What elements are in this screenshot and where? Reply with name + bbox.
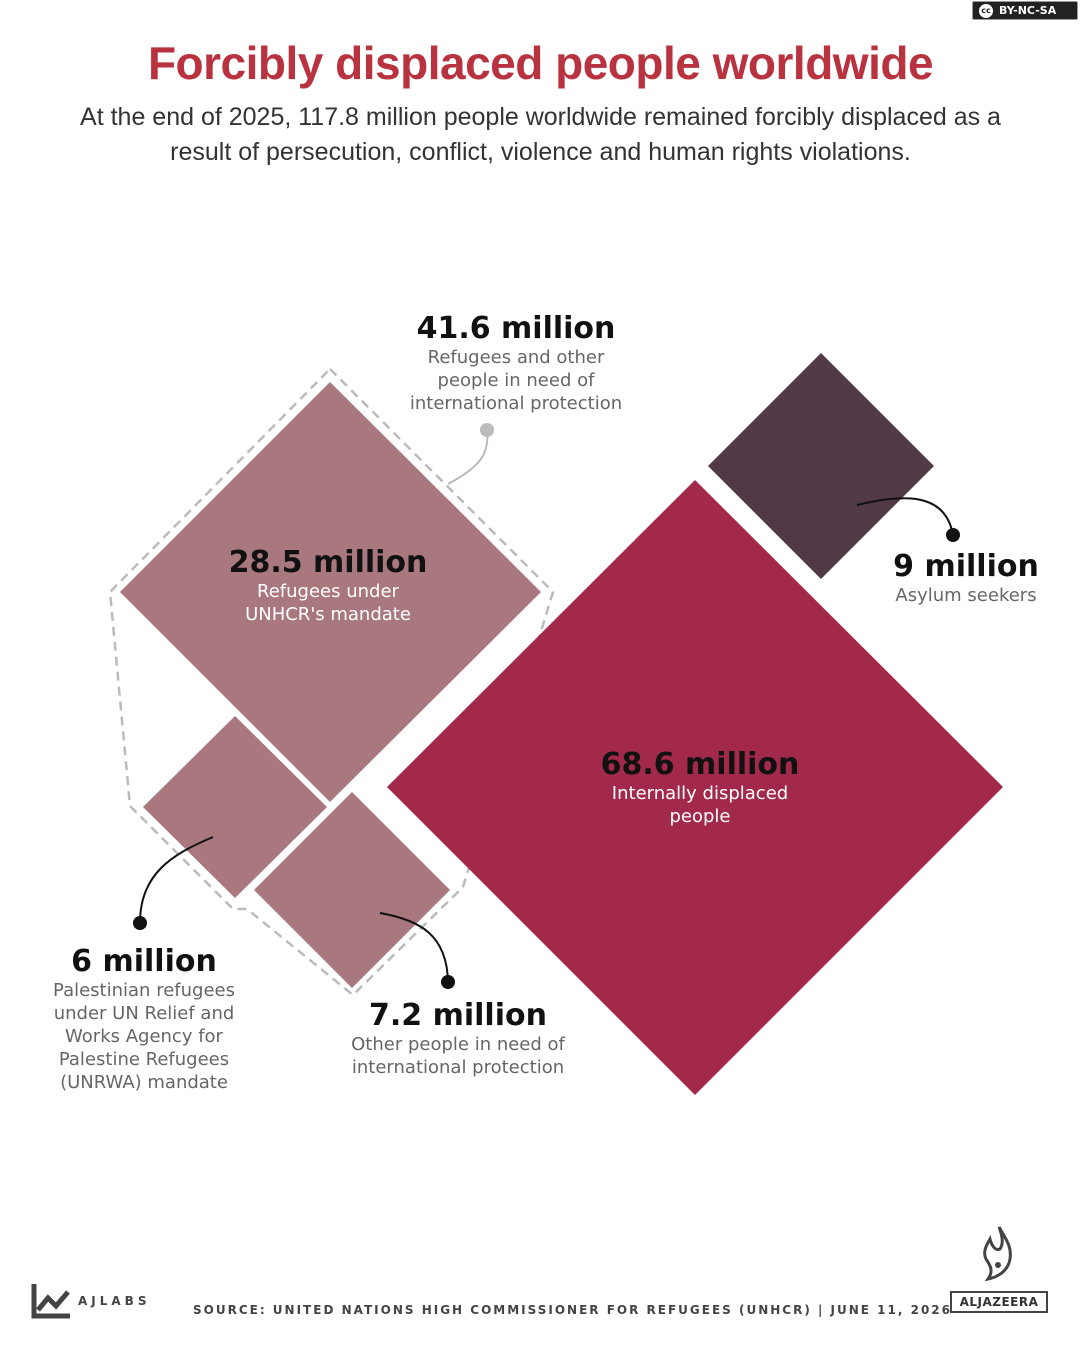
- diamond-idp: [387, 480, 1003, 1095]
- desc-unrwa-line-2: under UN Relief and: [53, 1003, 235, 1024]
- desc-unrwa-line-3: Works Agency for: [65, 1026, 223, 1047]
- value-idp: 68.6 million: [600, 747, 800, 782]
- aljazeera-logo: ALJAZEERA: [950, 1225, 1048, 1313]
- label-unrwa-refugees: 6 million Palestinian refugees under UN …: [24, 945, 264, 1094]
- desc-unrwa-line-4: Palestine Refugees: [58, 1049, 230, 1070]
- desc-group-line-3: international protection: [409, 393, 623, 414]
- desc-group-line-2: people in need of: [437, 370, 595, 391]
- aljazeera-wordmark: ALJAZEERA: [950, 1291, 1048, 1313]
- value-group: 41.6 million: [416, 311, 616, 346]
- ajlabs-logo: AJLABS: [30, 1282, 150, 1320]
- desc-asylum-line-1: Asylum seekers: [895, 585, 1037, 606]
- ajlabs-chart-icon: [31, 1284, 70, 1319]
- source-note: SOURCE: UNITED NATIONS HIGH COMMISSIONER…: [193, 1303, 953, 1317]
- creative-commons-icon: cc: [979, 3, 993, 18]
- label-asylum-seekers: 9 million Asylum seekers: [866, 550, 1066, 607]
- desc-other-line-2: international protection: [351, 1057, 565, 1078]
- aljazeera-emblem-icon: [983, 1226, 1012, 1282]
- value-unhcr: 28.5 million: [228, 545, 428, 580]
- desc-unrwa-line-1: Palestinian refugees: [53, 980, 235, 1001]
- desc-other-line-1: Other people in need of: [351, 1034, 565, 1055]
- label-unhcr-refugees: 28.5 million Refugees under UNHCR's mand…: [178, 546, 478, 626]
- label-idp: 68.6 million Internally displaced people: [540, 748, 860, 828]
- diamond-asylum-seekers: [708, 353, 934, 579]
- leader-line-unrwa: [139, 836, 214, 924]
- ajlabs-brand-text: AJLABS: [78, 1294, 151, 1308]
- leader-dot-asylum: [946, 528, 960, 542]
- leader-line-group: [447, 429, 489, 485]
- diamond-unhcr-refugees: [120, 382, 541, 802]
- label-other-protection: 7.2 million Other people in need of inte…: [318, 999, 598, 1079]
- desc-group-line-1: Refugees and other: [427, 347, 605, 368]
- desc-idp-line-1: Internally displaced: [611, 783, 789, 804]
- leader-line-asylum: [856, 497, 954, 536]
- diamond-other-protection: [254, 792, 450, 988]
- label-group-international-protection: 41.6 million Refugees and other people i…: [356, 312, 676, 415]
- license-label: BY-NC-SA: [999, 4, 1057, 17]
- leader-dot-other: [441, 975, 455, 989]
- license-badge: cc BY-NC-SA: [972, 1, 1078, 20]
- desc-unrwa-line-5: (UNRWA) mandate: [60, 1072, 228, 1093]
- leader-dot-group: [480, 423, 494, 437]
- value-other: 7.2 million: [369, 998, 547, 1033]
- diamond-unrwa-refugees: [143, 716, 327, 898]
- desc-unhcr-line-2: UNHCR's mandate: [245, 604, 411, 625]
- desc-idp-line-2: people: [669, 806, 731, 827]
- group-outline-international-protection: [108, 367, 555, 997]
- value-unrwa: 6 million: [71, 944, 217, 979]
- leader-line-other: [379, 912, 449, 983]
- leader-dot-unrwa: [133, 916, 147, 930]
- desc-unhcr-line-1: Refugees under: [257, 581, 399, 602]
- page-subtitle: At the end of 2025, 117.8 million people…: [80, 103, 1001, 166]
- page-title: Forcibly displaced people worldwide: [147, 37, 934, 89]
- value-asylum: 9 million: [893, 549, 1039, 584]
